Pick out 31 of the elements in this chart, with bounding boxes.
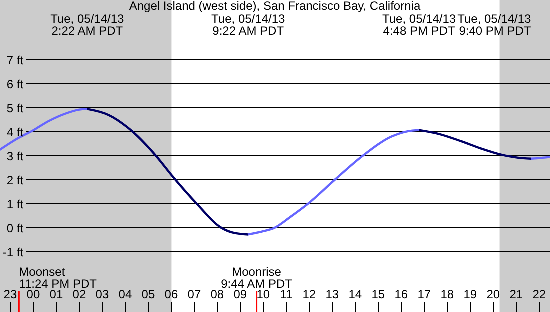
annotation: Tue, 05/14/13 2:22 AM PDT [50, 12, 125, 38]
x-tick-label: 12 [302, 288, 316, 302]
x-tick-label: 06 [164, 288, 178, 302]
y-tick-label: 6 ft [6, 78, 24, 92]
x-tick-label: 21 [510, 288, 524, 302]
x-tick-label: 07 [188, 288, 202, 302]
x-tick-label: 15 [372, 288, 386, 302]
chart-title: Angel Island (west side), San Francisco Bay, California [129, 0, 421, 13]
y-tick-label: 2 ft [6, 174, 24, 188]
annotation: Tue, 05/14/13 4:48 PM PDT [382, 12, 456, 38]
y-tick-label: 3 ft [6, 150, 24, 164]
x-tick-label: 13 [326, 288, 340, 302]
x-tick-label: 19 [464, 288, 478, 302]
y-tick-label: 7 ft [6, 54, 24, 68]
x-tick-label: 05 [142, 288, 156, 302]
x-tick-label: 22 [532, 288, 546, 302]
x-tick-label: 16 [394, 288, 408, 302]
x-tick-label: 04 [118, 288, 132, 302]
x-tick-label: 14 [348, 288, 362, 302]
y-tick-label: 0 ft [6, 222, 24, 236]
annotation: Tue, 05/14/13 9:22 AM PDT [212, 12, 286, 38]
x-tick-label: 03 [96, 288, 110, 302]
y-tick-label: 5 ft [6, 102, 24, 116]
y-tick-label: 1 ft [6, 198, 24, 212]
x-tick-label: 17 [418, 288, 432, 302]
x-tick-label: 18 [440, 288, 454, 302]
y-tick-label: -1 ft [2, 246, 24, 260]
annotation: Tue, 05/14/13 9:40 PM PDT [458, 12, 532, 38]
x-tick-label: 20 [486, 288, 500, 302]
x-tick-label: 23 [4, 288, 18, 302]
y-tick-label: 4 ft [6, 126, 24, 140]
